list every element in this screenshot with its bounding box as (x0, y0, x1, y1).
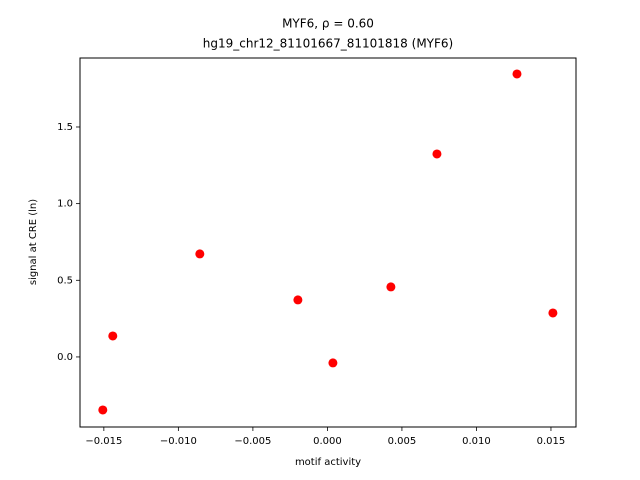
point (108, 331, 118, 341)
point (512, 69, 522, 79)
y-axis-label: signal at CRE (ln) (28, 199, 39, 285)
point (328, 358, 338, 368)
point (432, 149, 442, 159)
x-tick-label: −0.015 (85, 436, 122, 447)
chart-subtitle: hg19_chr12_81101667_81101818 (MYF6) (203, 37, 453, 51)
x-tick-label: −0.005 (234, 436, 271, 447)
x-axis-label: motif activity (295, 457, 361, 468)
point (98, 405, 108, 415)
x-tick-label: 0.005 (388, 436, 417, 447)
x-tick-label: 0.015 (537, 436, 566, 447)
y-tick-label: 0.5 (57, 275, 73, 286)
x-tick-label: 0.000 (313, 436, 342, 447)
chart-title: MYF6, ρ = 0.60 (282, 17, 374, 31)
y-tick-label: 0.0 (57, 352, 73, 363)
point (293, 295, 303, 305)
x-tick-label: 0.010 (462, 436, 491, 447)
y-tick-label: 1.0 (57, 199, 73, 210)
point (548, 308, 558, 318)
y-tick-label: 1.5 (57, 122, 73, 133)
x-tick-label: −0.010 (160, 436, 197, 447)
point (195, 249, 205, 259)
plot-frame (79, 57, 577, 428)
point (386, 282, 396, 292)
